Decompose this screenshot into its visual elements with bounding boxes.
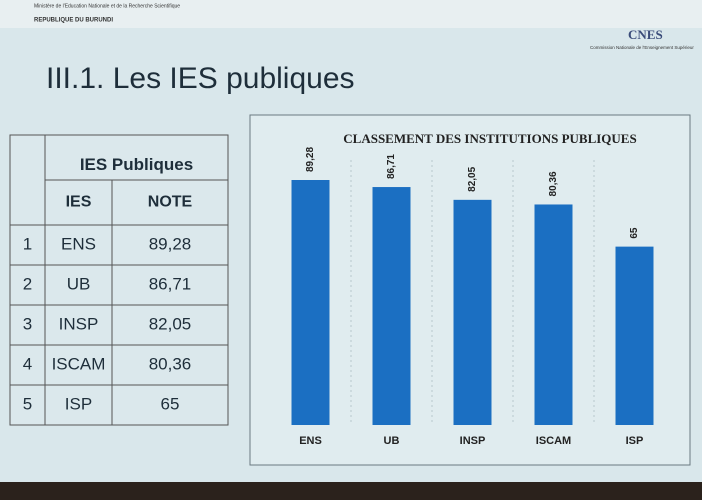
table-cell xyxy=(111,344,229,386)
table-cell-text: 5 xyxy=(23,394,32,413)
data-label: 65 xyxy=(629,227,640,239)
table-cell xyxy=(9,134,46,226)
table-cell xyxy=(44,224,113,266)
data-label: 86,71 xyxy=(386,154,397,179)
table-cell-text: 1 xyxy=(23,234,32,253)
chart-title: CLASSEMENT DES INSTITUTIONS PUBLIQUES xyxy=(343,131,636,146)
country: REPUBLIQUE DU BURUNDI xyxy=(34,18,113,24)
x-tick-label: ENS xyxy=(299,435,322,447)
table-cell xyxy=(111,384,229,426)
column-header: IES xyxy=(66,194,92,211)
bar xyxy=(615,246,654,425)
table-cell-text: ISP xyxy=(65,394,92,413)
table-cell xyxy=(111,224,229,266)
logo-subtitle: Commission Nationale de l'Enseignement S… xyxy=(590,45,694,50)
table-cell xyxy=(9,344,46,386)
table-cell xyxy=(9,264,46,306)
table-cell xyxy=(111,179,229,226)
table-cell-text: ENS xyxy=(61,234,96,253)
table-cell xyxy=(44,344,113,386)
table-cell-text: 2 xyxy=(23,274,32,293)
table-cell-text: 4 xyxy=(23,354,32,373)
table: IES Publiques IES NOTE 1 ENS 89,28 2 UB 86,71 3 IN… xyxy=(9,134,229,426)
x-tick-label: ISP xyxy=(626,435,644,447)
table-cell-text: ISCAM xyxy=(52,354,106,373)
bar xyxy=(534,204,573,425)
table-cell xyxy=(44,304,113,346)
plot-area: 89,28 ENS 86,71 UB 82,05 INSP 80,36 ISCAM 65 ISP xyxy=(291,147,654,447)
data-label: 80,36 xyxy=(548,171,559,196)
logo-text: CNES xyxy=(628,27,663,42)
table-cell-text: 89,28 xyxy=(149,234,192,253)
slide-header-band xyxy=(0,0,702,28)
x-tick-label: INSP xyxy=(460,435,486,447)
table-cell-text: 86,71 xyxy=(149,274,192,293)
table-cell-text: 80,36 xyxy=(149,354,192,373)
table-title: IES Publiques xyxy=(80,155,193,174)
slide-title: III.1. Les IES publiques xyxy=(46,62,355,95)
table-cell xyxy=(9,304,46,346)
x-tick-label: ISCAM xyxy=(536,435,571,447)
data-label: 89,28 xyxy=(305,147,316,172)
table-cell-text: 3 xyxy=(23,314,32,333)
ministry: Ministère de l'Education Nationale et de… xyxy=(34,3,180,9)
table-cell-text: 65 xyxy=(161,394,180,413)
bar xyxy=(291,180,330,425)
data-label: 82,05 xyxy=(467,166,478,191)
bar xyxy=(453,199,492,425)
table-cell xyxy=(111,304,229,346)
x-tick-label: UB xyxy=(384,435,400,447)
column-header: NOTE xyxy=(148,194,193,211)
table-cell xyxy=(44,264,113,306)
table-cell-text: INSP xyxy=(59,314,99,333)
table-cell xyxy=(44,384,113,426)
table-cell-text: 82,05 xyxy=(149,314,192,333)
bar xyxy=(372,187,411,425)
table-cell-text: UB xyxy=(67,274,91,293)
